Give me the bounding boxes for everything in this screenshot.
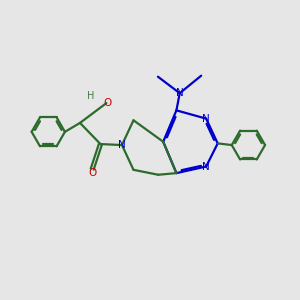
Text: O: O bbox=[88, 168, 96, 178]
Text: N: N bbox=[202, 161, 210, 172]
Text: H: H bbox=[87, 91, 94, 100]
Text: N: N bbox=[176, 88, 184, 98]
Text: N: N bbox=[202, 114, 210, 124]
Text: N: N bbox=[118, 140, 126, 150]
Text: O: O bbox=[104, 98, 112, 108]
